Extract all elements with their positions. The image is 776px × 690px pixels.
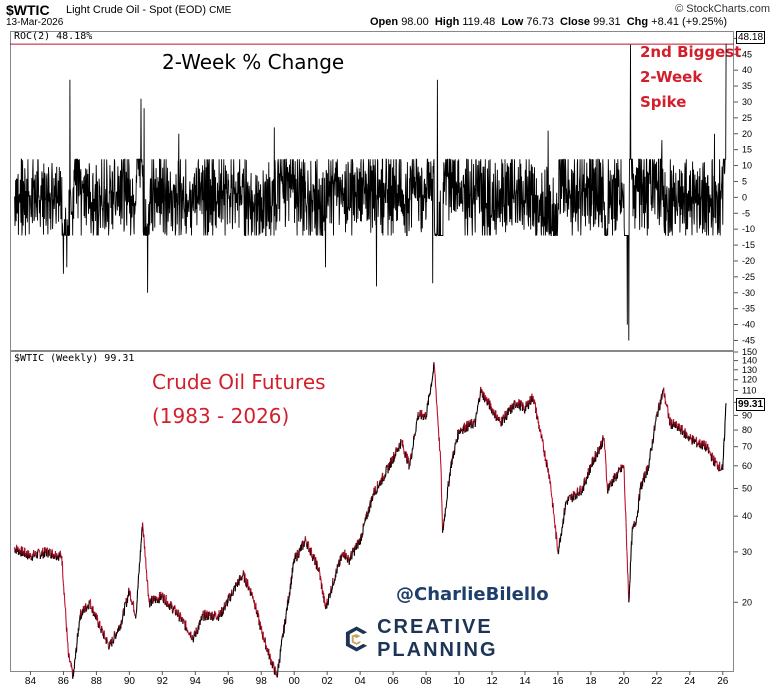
stockcharts-credit: © StockCharts.com: [675, 3, 770, 15]
roc-y-tick-label: -35: [742, 304, 755, 314]
x-tick-label: 02: [322, 676, 334, 687]
high-value: 119.48: [462, 16, 496, 28]
x-tick-label: 10: [453, 676, 465, 687]
x-tick-label: 90: [124, 676, 136, 687]
price-y-tick-label: 60: [742, 461, 752, 471]
spike-annotation: 2nd Biggest 2-Week Spike: [640, 40, 741, 115]
x-tick-label: 08: [421, 676, 433, 687]
x-tick-label: 00: [289, 676, 301, 687]
roc-last-value-badge: 48.18: [736, 31, 766, 44]
exchange-text: CME: [209, 5, 232, 16]
low-label: Low: [501, 16, 524, 28]
roc-series-line: [14, 44, 727, 341]
x-tick-label: 22: [651, 676, 663, 687]
x-tick-label: 84: [25, 676, 37, 687]
price-y-tick-label: 80: [742, 425, 752, 435]
author-handle: @CharlieBilello: [396, 584, 549, 605]
price-y-tick-label: 40: [742, 511, 752, 521]
price-y-tick-label: 140: [742, 356, 757, 366]
roc-y-tick-label: -45: [742, 335, 755, 345]
price-last-value-badge: 99.31: [736, 398, 766, 411]
price-y-tick-label: 20: [742, 597, 752, 607]
change-label: Chg: [626, 16, 649, 28]
description-text: Light Crude Oil - Spot (EOD): [66, 4, 206, 16]
roc-y-tick-label: -25: [742, 272, 755, 282]
roc-y-tick-label: 35: [742, 81, 752, 91]
roc-y-tick-label: 10: [742, 161, 752, 171]
roc-y-tick-label: 40: [742, 65, 752, 75]
creative-planning-logo-icon: [345, 626, 368, 652]
spike-annotation-line-1: 2nd Biggest: [640, 43, 742, 61]
spike-annotation-line-2: 2-Week: [640, 68, 703, 86]
close-label: Close: [560, 16, 590, 28]
close-value: 99.31: [593, 16, 621, 28]
open-label: Open: [370, 16, 399, 28]
roc-y-tick-label: 45: [742, 49, 752, 59]
price-y-tick-label: 70: [742, 442, 752, 452]
price-panel: [10, 351, 734, 672]
roc-y-tick-label: 15: [742, 145, 752, 155]
roc-y-tick-label: 20: [742, 129, 752, 139]
x-tick-label: 96: [223, 676, 235, 687]
price-y-tick-label: 120: [742, 375, 757, 385]
roc-y-tick-label: -15: [742, 240, 755, 250]
spike-annotation-line-3: Spike: [640, 93, 687, 111]
roc-panel-title: ROC(2) 48.18%: [14, 31, 93, 42]
roc-y-tick-label: 25: [742, 113, 752, 123]
x-tick-label: 14: [519, 676, 531, 687]
x-tick-label: 16: [552, 676, 564, 687]
open-value: 98.00: [401, 16, 429, 28]
x-tick-label: 98: [256, 676, 268, 687]
chart-header: $WTIC Light Crude Oil - Spot (EOD) CME 1…: [0, 0, 776, 34]
x-tick-label: 94: [190, 676, 202, 687]
roc-y-tick-label: 5: [742, 176, 747, 186]
roc-y-tick-label: -40: [742, 320, 755, 330]
creative-planning-logo: CREATIVE PLANNING: [344, 616, 612, 661]
roc-panel: [10, 31, 734, 351]
roc-y-tick-label: 30: [742, 97, 752, 107]
roc-y-tick-label: -30: [742, 288, 755, 298]
x-tick-label: 92: [157, 676, 169, 687]
brand-name: CREATIVE PLANNING: [377, 616, 498, 661]
price-annotation-range: (1983 - 2026): [152, 404, 290, 428]
roc-y-tick-label: -5: [742, 208, 750, 218]
price-y-tick-label: 50: [742, 483, 752, 493]
ohlc-readout: Open 98.00 High 119.48 Low 76.73 Close 9…: [370, 16, 727, 28]
high-label: High: [434, 16, 460, 28]
x-tick-label: 06: [388, 676, 400, 687]
x-tick-label: 88: [91, 676, 103, 687]
price-y-tick-label: 90: [742, 410, 752, 420]
roc-y-tick-label: 0: [742, 192, 747, 202]
x-tick-label: 12: [486, 676, 498, 687]
price-y-tick-label: 130: [742, 365, 757, 375]
low-value: 76.73: [526, 16, 554, 28]
change-value: +8.41 (+9.25%): [651, 16, 728, 28]
x-tick-label: 18: [585, 676, 597, 687]
roc-annotation-title: 2-Week % Change: [162, 50, 345, 74]
symbol-description: Light Crude Oil - Spot (EOD) CME: [66, 4, 231, 16]
x-tick-label: 86: [58, 676, 70, 687]
x-tick-label: 04: [355, 676, 367, 687]
price-annotation-title: Crude Oil Futures: [152, 370, 326, 394]
price-y-tick-label: 150: [742, 347, 757, 357]
roc-y-tick-label: -10: [742, 224, 755, 234]
x-tick-label: 26: [717, 676, 729, 687]
chart-date: 13-Mar-2026: [6, 17, 64, 28]
x-tick-label: 24: [684, 676, 696, 687]
price-panel-title: $WTIC (Weekly) 99.31: [14, 353, 135, 364]
symbol-title: $WTIC: [6, 2, 50, 18]
x-tick-label: 20: [618, 676, 630, 687]
price-y-tick-label: 110: [742, 386, 756, 396]
roc-y-tick-label: -20: [742, 256, 755, 266]
price-y-tick-label: 30: [742, 547, 752, 557]
